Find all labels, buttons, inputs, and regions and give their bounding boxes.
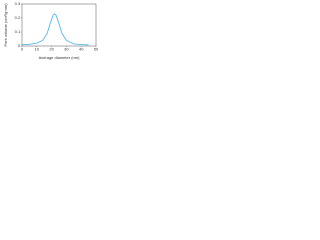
- x-tick-label: 40: [79, 47, 84, 52]
- y-tick-label: 0.3: [15, 1, 21, 6]
- chart: Average diameter (nm) Pore volume (cm³/g…: [3, 1, 99, 60]
- y-tick-label: 0.1: [15, 29, 21, 34]
- y-tick-label: 0.2: [15, 15, 21, 20]
- data-line: [21, 13, 89, 46]
- x-tick-label: 50: [94, 47, 99, 52]
- plot-frame: [21, 3, 97, 47]
- x-tick-label: 20: [49, 47, 54, 52]
- x-tick-label: 30: [64, 47, 69, 52]
- y-tick-label: 0: [18, 43, 21, 48]
- x-tick-label: 10: [35, 47, 40, 52]
- y-axis-label: Pore volume (cm³/g·nm): [3, 3, 8, 47]
- x-tick-label: 0: [21, 47, 24, 52]
- page: {"chart_data": {"type": "line", "x_label…: [0, 0, 320, 64]
- x-axis-label: Average diameter (nm): [39, 55, 81, 60]
